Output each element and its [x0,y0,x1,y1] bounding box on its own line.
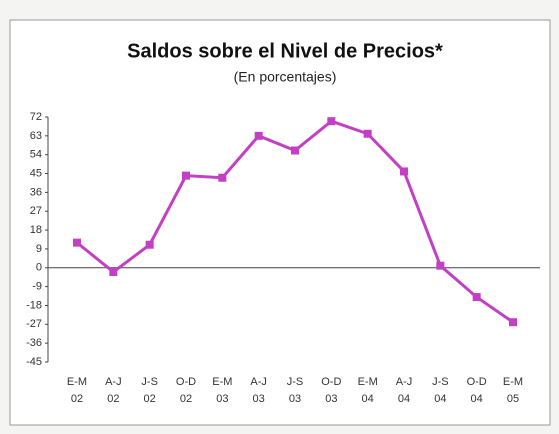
x-tick-label: E-M 05 [502,376,524,405]
x-tick-label: A-J 03 [250,376,267,405]
x-tick-label: O-D 02 [175,376,197,405]
y-tick-label: 36 [30,186,42,198]
chart-subtitle: (En porcentajes) [234,69,337,85]
y-tick-label: 72 [30,111,42,123]
marker [254,131,263,140]
marker [363,129,372,138]
y-tick-label: -45 [26,356,42,368]
x-tick-label: E-M 03 [212,376,233,405]
x-tick-label: J-S 03 [286,376,304,405]
marker [218,173,227,182]
x-tick-label: O-D 04 [466,376,487,405]
x-tick-label: E-M 04 [357,376,378,405]
marker [436,261,445,270]
marker [472,293,481,302]
marker [109,267,118,276]
x-tick-label: E-M 02 [66,376,88,405]
x-tick-label: J-S 02 [141,376,158,405]
y-tick-label: -18 [26,299,42,311]
y-tick-label: 63 [30,130,42,142]
chart-title: Saldos sobre el Nivel de Precios* [127,40,443,62]
y-tick-label: 27 [30,205,42,217]
y-tick-label: 9 [36,243,42,255]
x-tick-label: J-S 04 [432,376,449,405]
marker [73,238,81,247]
x-tick-label: A-J 04 [395,376,413,405]
marker [400,167,408,176]
marker [291,146,299,155]
y-tick-label: 45 [30,167,42,179]
marker [327,117,336,126]
y-tick-label: -27 [26,318,42,330]
y-tick-label: -36 [26,337,42,349]
marker [182,171,190,180]
x-tick-label: O-D 03 [321,376,342,405]
chart-frame [9,19,551,426]
y-tick-label: 54 [30,149,42,161]
y-tick-label: 0 [36,262,42,274]
x-tick-label: A-J 02 [105,376,122,405]
marker [145,240,154,249]
y-tick-label: -9 [32,281,42,293]
marker [509,318,517,327]
y-tick-label: 18 [30,224,42,236]
